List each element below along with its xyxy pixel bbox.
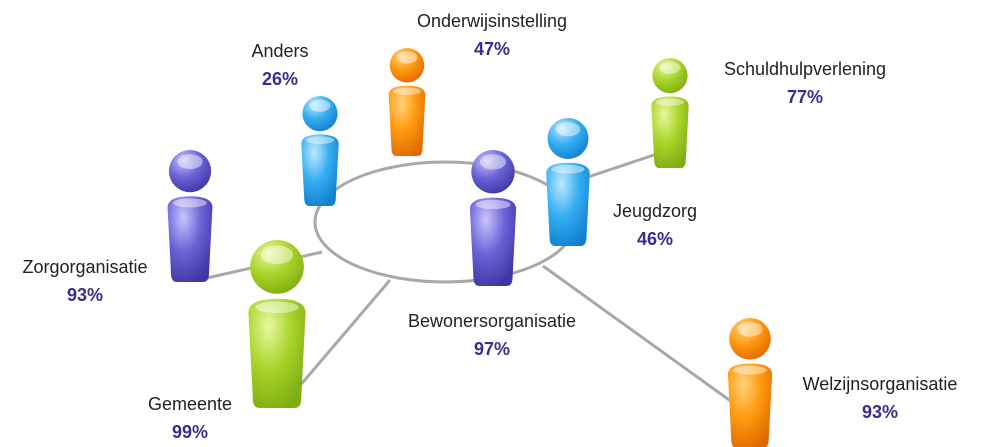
person-icon bbox=[728, 318, 772, 447]
person-icon bbox=[389, 48, 426, 156]
node-value: 99% bbox=[172, 422, 208, 442]
node-value: 46% bbox=[637, 229, 673, 249]
ring bbox=[315, 162, 575, 282]
node-label: Welzijnsorganisatie bbox=[803, 374, 958, 394]
node-value: 97% bbox=[474, 339, 510, 359]
person-body bbox=[389, 86, 426, 156]
person-icon bbox=[651, 58, 688, 168]
person-highlight bbox=[177, 154, 202, 169]
person-icon bbox=[470, 150, 516, 286]
person-body bbox=[728, 364, 772, 447]
connector bbox=[585, 153, 660, 178]
node-value: 77% bbox=[787, 87, 823, 107]
person-highlight bbox=[309, 100, 330, 112]
node-value: 26% bbox=[262, 69, 298, 89]
person-highlight bbox=[480, 154, 506, 169]
node-value: 93% bbox=[67, 285, 103, 305]
person-body bbox=[248, 299, 305, 408]
person-icon bbox=[301, 96, 338, 206]
person-icon bbox=[546, 118, 590, 246]
person-highlight bbox=[475, 200, 510, 209]
node-label: Schuldhulpverlening bbox=[724, 59, 886, 79]
node-value: 47% bbox=[474, 39, 510, 59]
person-highlight bbox=[306, 136, 334, 143]
node-label: Bewonersorganisatie bbox=[408, 311, 576, 331]
node-label: Onderwijsinstelling bbox=[417, 11, 567, 31]
person-highlight bbox=[556, 122, 581, 136]
connector bbox=[543, 266, 732, 402]
person-highlight bbox=[551, 165, 584, 174]
person-highlight bbox=[733, 366, 767, 375]
node-value: 93% bbox=[862, 402, 898, 422]
person-body bbox=[168, 196, 213, 282]
node-label: Anders bbox=[251, 41, 308, 61]
person-highlight bbox=[656, 98, 684, 105]
node-label: Gemeente bbox=[148, 394, 232, 414]
person-highlight bbox=[659, 62, 680, 74]
diagram: Onderwijsinstelling 47% Anders 26% Schuldhul… bbox=[0, 0, 982, 447]
person-highlight bbox=[255, 302, 298, 313]
node-label: Jeugdzorg bbox=[613, 201, 697, 221]
person-icon bbox=[248, 240, 305, 408]
person-body bbox=[546, 163, 590, 246]
person-highlight bbox=[397, 51, 418, 63]
figures bbox=[168, 48, 773, 447]
node-label: Zorgorganisatie bbox=[22, 257, 147, 277]
connector bbox=[298, 280, 390, 388]
person-icon bbox=[168, 150, 213, 282]
person-body bbox=[651, 97, 688, 169]
person-body bbox=[470, 198, 516, 286]
person-highlight bbox=[738, 322, 763, 337]
person-highlight bbox=[173, 198, 207, 207]
person-body bbox=[301, 135, 338, 207]
person-highlight bbox=[393, 88, 421, 95]
person-highlight bbox=[261, 245, 293, 264]
